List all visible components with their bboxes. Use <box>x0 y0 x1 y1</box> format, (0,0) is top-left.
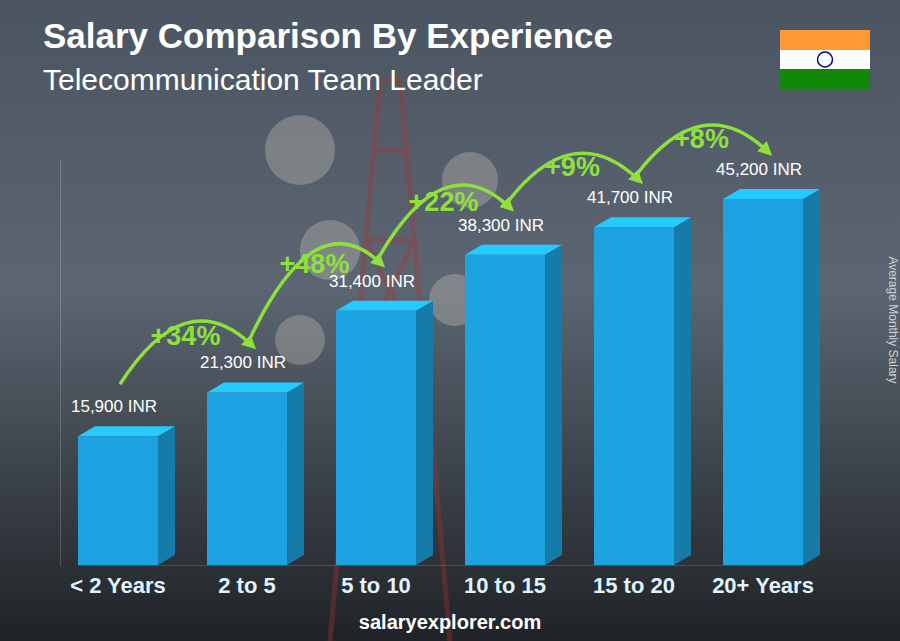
flag-stripe <box>780 30 870 50</box>
change-label: +8% <box>674 124 729 154</box>
bar-group <box>78 426 175 565</box>
bar-side <box>287 382 304 565</box>
flag <box>780 30 870 89</box>
flag-stripe <box>780 69 870 89</box>
data-label: 15,900 INR <box>71 397 157 416</box>
change-arrow <box>120 321 251 384</box>
x-axis-line <box>79 565 804 566</box>
background <box>0 0 900 641</box>
bar-top <box>465 245 562 255</box>
x-tick-label: 5 to 10 <box>341 573 411 598</box>
x-tick-label: 10 to 15 <box>464 573 546 598</box>
data-label: 45,200 INR <box>716 160 802 179</box>
bars <box>78 189 820 565</box>
bar-group <box>207 382 304 565</box>
bar-side <box>803 189 820 565</box>
x-tick: 15 to 20 <box>593 565 675 598</box>
x-tick: 20+ Years <box>712 565 814 598</box>
bar-side <box>674 217 691 565</box>
x-tick: 10 to 15 <box>464 565 546 598</box>
change-label: +34% <box>151 321 221 351</box>
x-tick: 5 to 10 <box>341 565 411 598</box>
bar-side <box>545 245 562 565</box>
y-axis-line <box>60 161 61 566</box>
x-axis: < 2 Years 2 to 5 5 to 10 10 to 15 15 to 20 20… <box>70 565 814 598</box>
data-label: 38,300 INR <box>458 216 544 235</box>
dish <box>265 115 335 185</box>
tower <box>330 80 450 641</box>
bar-top <box>78 426 175 436</box>
bar-top <box>594 217 691 227</box>
flag-wheel <box>818 52 833 67</box>
bar-group <box>723 189 820 565</box>
x-tick-label: 20+ Years <box>712 573 814 598</box>
bar <box>207 392 287 565</box>
flag-stripe <box>780 50 870 69</box>
data-label: 41,700 INR <box>587 188 673 207</box>
x-tick: < 2 Years <box>70 565 166 598</box>
change-label: +48% <box>280 249 350 279</box>
y-axis <box>60 161 61 566</box>
chart: Salary Comparison By Experience Telecommu… <box>0 0 900 641</box>
x-tick: 2 to 5 <box>218 565 275 598</box>
bar-group <box>465 245 562 565</box>
bar-group <box>594 217 691 565</box>
bar-top <box>207 382 304 392</box>
x-tick-label: 15 to 20 <box>593 573 675 598</box>
bar-side <box>158 426 175 565</box>
bar-side <box>416 301 433 565</box>
bar-top <box>723 189 820 199</box>
bar <box>78 436 158 565</box>
subtitle: Telecommunication Team Leader <box>43 63 483 96</box>
y-axis-title: Average Monthly Salary <box>886 256 900 383</box>
bar <box>594 227 674 565</box>
change-label: +22% <box>409 187 479 217</box>
change-arrow <box>249 244 380 341</box>
bar <box>465 255 545 565</box>
change-arrow <box>378 185 509 259</box>
bar-top <box>336 301 433 311</box>
bar-group <box>336 301 433 565</box>
source: salaryexplorer.com <box>359 611 541 633</box>
change-label: +9% <box>545 152 600 182</box>
x-tick-label: 2 to 5 <box>218 573 275 598</box>
bar <box>336 311 416 565</box>
data-label: 21,300 INR <box>200 353 286 372</box>
tower-decoration <box>265 80 498 641</box>
x-tick-label: < 2 Years <box>70 573 166 598</box>
bar <box>723 199 803 565</box>
title: Salary Comparison By Experience <box>43 16 613 55</box>
